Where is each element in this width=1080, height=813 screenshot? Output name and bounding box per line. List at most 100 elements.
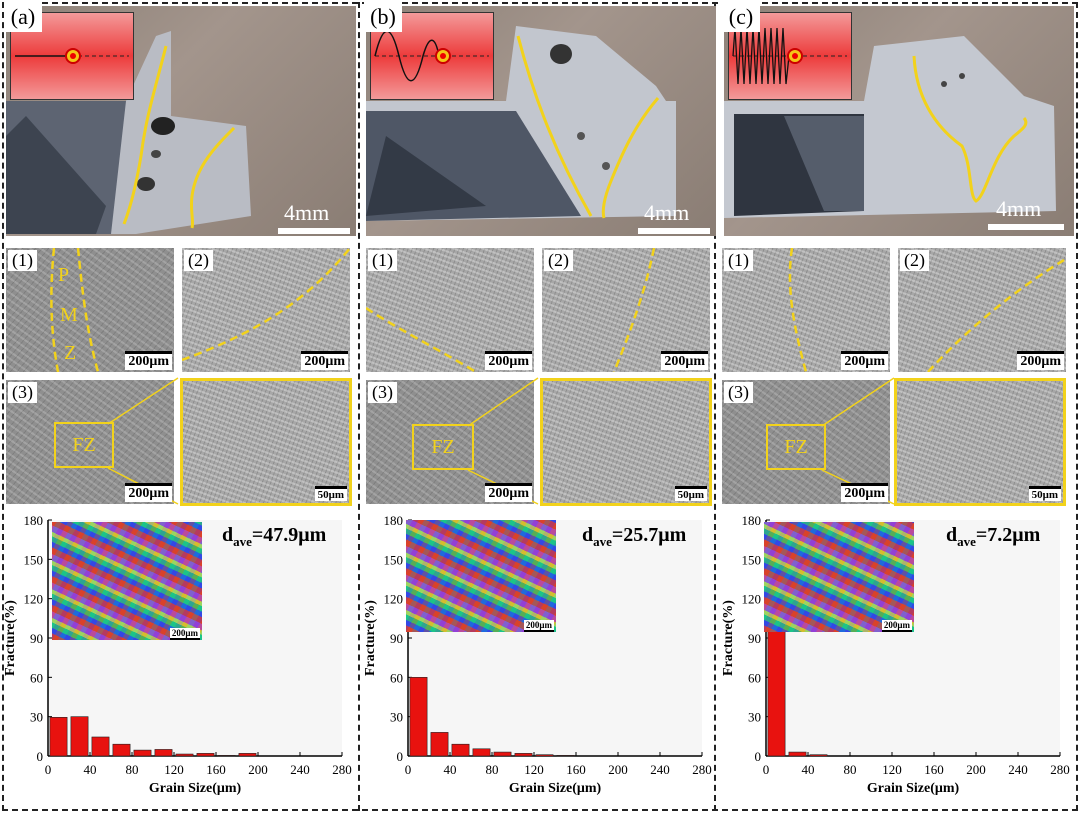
- micrograph-scale: 200μm: [841, 483, 888, 502]
- y-tick-label: 60: [748, 670, 761, 685]
- zone-letter-m: M: [60, 304, 78, 326]
- x-tick-label: 0: [45, 762, 52, 777]
- histogram-b: 0 30 60 90 120 150 180 0 40 80 120 160 200 240 280 Grai…: [360, 508, 720, 813]
- histogram-bar: [472, 748, 491, 757]
- histogram-a: 0 30 60 90 120 150 180 0 40 80 120 160 200 240 280 Grai…: [0, 508, 360, 813]
- x-tick-label: 160: [566, 762, 586, 777]
- x-tick-label: 120: [882, 762, 902, 777]
- micrograph-a3: (3) FZ 200μm: [6, 380, 174, 504]
- histogram-bar: [556, 755, 575, 757]
- histogram-bar: [196, 753, 215, 757]
- fz-region-box: FZ: [412, 424, 474, 470]
- micrograph-tag: (1): [368, 250, 397, 271]
- micrograph-scale: 50μm: [674, 486, 707, 501]
- zone-letter-p: P: [58, 264, 70, 286]
- micrograph-scale: 200μm: [841, 351, 888, 370]
- y-tick-label: 30: [30, 710, 43, 725]
- dave-subscript: ave: [957, 534, 976, 549]
- y-axis-label: Fracture(%): [721, 600, 736, 676]
- x-tick-label: 120: [524, 762, 544, 777]
- weld-specimen-drawing: [366, 26, 676, 221]
- x-tick-label: 40: [802, 762, 815, 777]
- panel-label-c: (c): [722, 2, 760, 32]
- histogram-bar: [493, 751, 512, 757]
- x-tick-label: 40: [444, 762, 457, 777]
- histogram-bar: [535, 754, 554, 757]
- y-tick-label: 180: [742, 513, 762, 528]
- y-tick-label: 30: [748, 710, 761, 725]
- micrograph-tag: (1): [8, 250, 37, 271]
- x-tick-label: 280: [332, 762, 352, 777]
- micrograph-a1: (1) P M Z 200μm: [6, 248, 174, 372]
- histogram-bar: [112, 743, 131, 757]
- photo-scale-bar-c: [988, 224, 1064, 230]
- x-tick-label: 80: [126, 762, 139, 777]
- histogram-bar: [238, 753, 257, 757]
- dave-symbol: d: [582, 524, 594, 546]
- x-tick-label: 80: [486, 762, 499, 777]
- dave-subscript: ave: [593, 534, 612, 549]
- dave-value: =25.7μm: [611, 524, 687, 546]
- y-tick-label: 150: [742, 552, 762, 567]
- y-tick-label: 150: [24, 552, 44, 567]
- y-tick-label: 0: [37, 749, 44, 764]
- y-axis-label: Fracture(%): [363, 600, 378, 676]
- micrograph-scale: 50μm: [314, 486, 347, 501]
- x-axis-label: Grain Size(μm): [509, 781, 602, 796]
- x-tick-label: 0: [763, 762, 770, 777]
- y-tick-label: 120: [24, 592, 44, 607]
- micrograph-scale: 50μm: [1028, 486, 1061, 501]
- x-tick-label: 240: [650, 762, 670, 777]
- histogram-bar: [409, 677, 428, 757]
- scan-path-schematic-dense: [728, 12, 852, 100]
- macro-photo-c: [724, 6, 1074, 236]
- divider-dashed-line-2: [714, 2, 716, 811]
- micrograph-c1: (1) 200μm: [722, 248, 890, 372]
- y-tick-label: 120: [742, 592, 762, 607]
- micrograph-c3: (3) FZ 200μm: [722, 380, 890, 504]
- y-tick-label: 90: [748, 631, 761, 646]
- x-tick-label: 240: [290, 762, 310, 777]
- weld-specimen-drawing: [6, 31, 251, 234]
- histogram-bar: [514, 753, 533, 757]
- x-tick-label: 280: [1050, 762, 1070, 777]
- photo-scale-label-a: 4mm: [284, 200, 330, 225]
- y-tick-label: 120: [384, 592, 404, 607]
- micrograph-a2: (2) 200μm: [182, 248, 350, 372]
- micrograph-tag: (2): [544, 250, 573, 271]
- histogram-bar: [788, 751, 807, 757]
- x-tick-label: 200: [248, 762, 268, 777]
- micrograph-scale: 200μm: [661, 351, 708, 370]
- micrograph-b1: (1) 200μm: [366, 248, 534, 372]
- x-tick-label: 160: [924, 762, 944, 777]
- histogram-bar: [154, 749, 173, 757]
- histogram-bar: [49, 717, 68, 757]
- dave-symbol: d: [946, 524, 958, 546]
- x-tick-label: 120: [164, 762, 184, 777]
- histogram-bar: [451, 743, 470, 757]
- y-tick-label: 180: [384, 513, 404, 528]
- micrograph-scale: 200μm: [125, 351, 172, 370]
- micrograph-tag: (3): [368, 382, 397, 403]
- dave-subscript: ave: [233, 534, 252, 549]
- histogram-bar: [430, 732, 449, 757]
- dave-value: =7.2μm: [975, 524, 1041, 546]
- histogram-bar: [175, 753, 194, 757]
- micrograph-tag: (3): [724, 382, 753, 403]
- micrograph-a-zoom: 50μm: [180, 378, 352, 506]
- x-tick-label: 40: [84, 762, 97, 777]
- panel-label-b: (b): [364, 2, 402, 32]
- y-tick-label: 180: [24, 513, 44, 528]
- divider-dashed-line-1: [358, 2, 360, 811]
- weld-specimen-drawing: [724, 36, 1056, 218]
- micrograph-scale: 200μm: [125, 483, 172, 502]
- micrograph-tag: (1): [724, 250, 753, 271]
- micrograph-tag: (3): [8, 382, 37, 403]
- histogram-bar: [70, 716, 89, 757]
- micrograph-scale: 200μm: [485, 351, 532, 370]
- histogram-bar: [809, 754, 828, 757]
- micrograph-c2: (2) 200μm: [898, 248, 1066, 372]
- panel-c: (c) 4mm (1) 200μm (2) 200μm (: [718, 0, 1078, 813]
